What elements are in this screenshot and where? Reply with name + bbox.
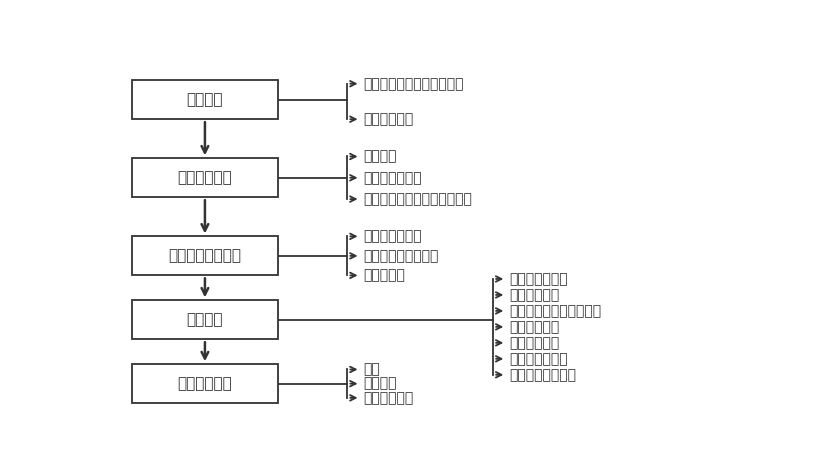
Text: 基面修复处理: 基面修复处理 [177,170,232,185]
Bar [132,80,278,119]
Bar [132,158,278,197]
Text: 搭设操作平台: 搭设操作平台 [364,112,414,126]
Text: 裁剪碳纤维片材: 裁剪碳纤维片材 [509,272,568,286]
Text: 涂刷浸润树脂: 涂刷浸润树脂 [509,336,559,350]
Text: 拆除影响加固工作的障碍物: 拆除影响加固工作的障碍物 [364,77,464,91]
Text: 修补裂缝: 修补裂缝 [364,149,397,164]
Text: 表面打磨、打磨尖角成圆弧状: 表面打磨、打磨尖角成圆弧状 [364,192,472,206]
Bar [132,364,278,403]
Text: 浸润树脂拌制: 浸润树脂拌制 [509,320,559,334]
Bar [132,236,278,275]
Text: 铺贴碳纤维片材: 铺贴碳纤维片材 [509,352,568,366]
Text: 涂装: 涂装 [364,362,380,377]
Text: 找平结构面: 找平结构面 [364,268,405,283]
Text: 复查确认基底树脂面状态: 复查确认基底树脂面状态 [509,304,602,318]
Text: 涂抹衬底树脂工作: 涂抹衬底树脂工作 [168,248,242,263]
Text: 表明防护处理: 表明防护处理 [177,376,232,391]
Text: 粘贴工作: 粘贴工作 [186,312,223,327]
Text: 消除损伤混凝土: 消除损伤混凝土 [364,171,422,185]
Text: 表面涂刷浸润树脂: 表面涂刷浸润树脂 [509,368,577,382]
Text: 准备工作: 准备工作 [186,92,223,107]
Text: 防火涂料喷涂: 防火涂料喷涂 [364,391,414,405]
Bar [132,300,278,339]
Text: 挂网抹灰: 挂网抹灰 [364,377,397,390]
Text: 搅拌、涂刷基面树脂: 搅拌、涂刷基面树脂 [364,249,439,263]
Text: 铺贴基准放线: 铺贴基准放线 [509,288,559,302]
Text: 修补混凝土表面: 修补混凝土表面 [364,230,422,243]
